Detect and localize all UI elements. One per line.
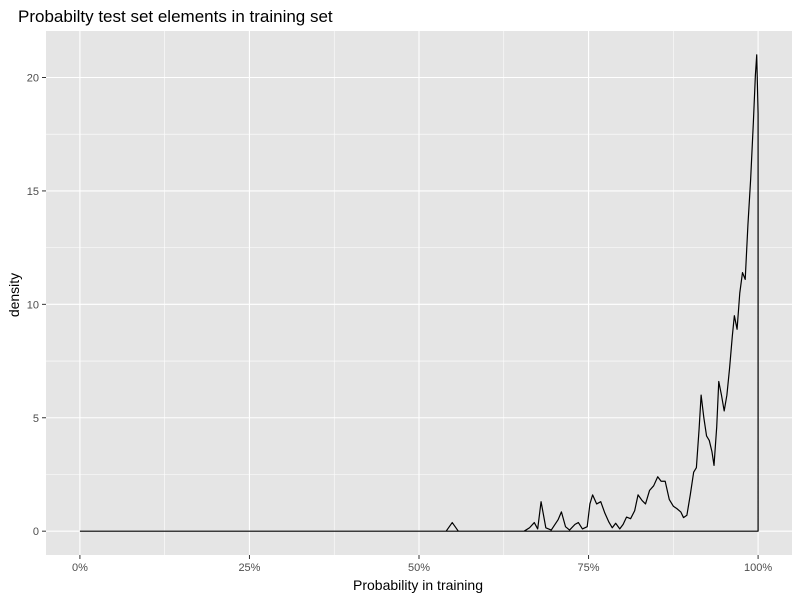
density-line — [79, 54, 759, 532]
y-tick-label: 0 — [33, 526, 39, 538]
x-axis-tick-labels: 0% 25% 50% 75% 100% — [72, 562, 772, 574]
axis-ticks — [42, 77, 759, 559]
chart-title: Probabilty test set elements in training… — [18, 7, 333, 26]
y-tick-label: 15 — [27, 186, 39, 198]
y-tick-label: 5 — [33, 413, 39, 425]
x-tick-label: 25% — [238, 562, 260, 574]
x-axis-label: Probability in training — [353, 577, 483, 593]
x-tick-label: 100% — [744, 562, 772, 574]
x-tick-label: 50% — [408, 562, 430, 574]
series-layer — [79, 54, 759, 532]
y-axis-label: density — [6, 273, 22, 317]
x-tick-label: 0% — [72, 562, 88, 574]
y-tick-label: 10 — [27, 299, 39, 311]
y-tick-label: 20 — [27, 73, 39, 85]
y-axis-tick-labels: 0 5 10 15 20 — [27, 73, 39, 539]
x-tick-label: 75% — [578, 562, 600, 574]
